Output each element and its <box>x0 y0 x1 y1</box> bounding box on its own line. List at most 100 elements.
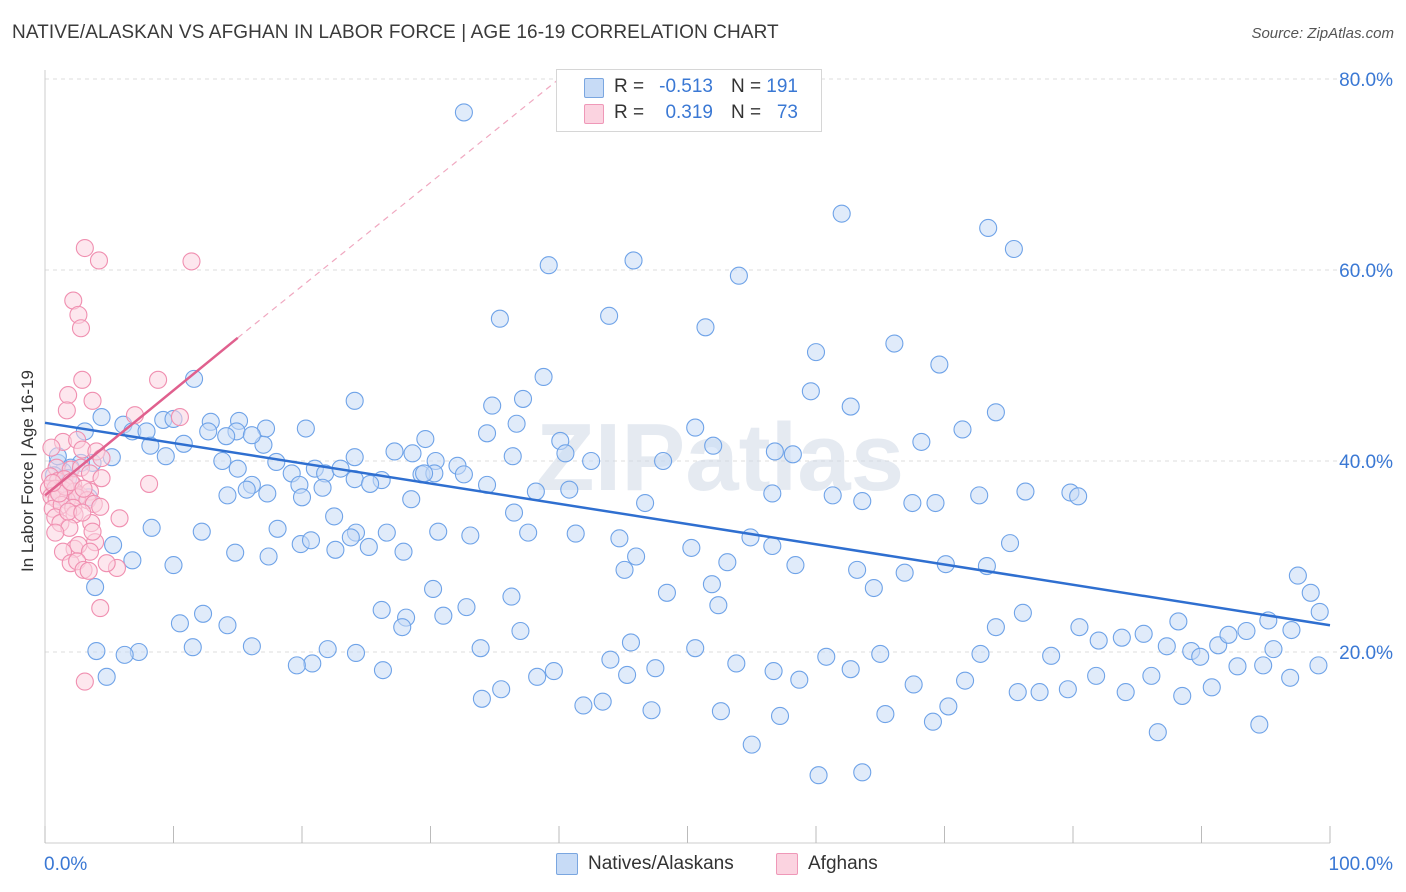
native-point <box>213 451 232 471</box>
afghan-point <box>182 252 201 271</box>
native-point <box>1173 686 1192 705</box>
native-point <box>341 528 360 547</box>
native-point <box>1087 666 1106 685</box>
native-point <box>1142 666 1161 685</box>
native-point <box>457 598 476 617</box>
native-point <box>686 639 705 658</box>
native-point <box>765 442 784 461</box>
native-point <box>817 647 836 666</box>
trend-lines <box>44 78 1331 627</box>
y-tick-label: 60.0% <box>1339 261 1393 282</box>
native-point <box>268 519 287 538</box>
native-point <box>763 484 782 503</box>
native-point <box>115 645 134 664</box>
native-point <box>97 667 116 686</box>
afghan-point <box>57 401 76 420</box>
afghan-point <box>83 391 102 410</box>
n-label: N = <box>731 102 762 123</box>
native-point <box>519 523 538 542</box>
native-point <box>385 442 404 461</box>
native-point <box>1008 683 1027 702</box>
y-axis-label: In Labor Force | Age 16-19 <box>18 370 37 572</box>
native-point <box>194 604 213 623</box>
native-point <box>864 578 883 598</box>
afghans-points <box>39 238 201 691</box>
native-point <box>1282 620 1301 640</box>
native-point <box>885 334 904 353</box>
native-point <box>718 553 737 572</box>
n-value: 73 <box>776 102 798 123</box>
natives-swatch <box>584 78 604 98</box>
native-point <box>871 644 890 663</box>
native-point <box>783 445 802 464</box>
native-point <box>403 444 422 463</box>
native-point <box>511 621 530 641</box>
native-point <box>228 459 247 478</box>
native-point <box>492 680 511 699</box>
native-point <box>377 523 396 542</box>
afghan-point <box>91 599 110 618</box>
native-point <box>582 451 601 471</box>
native-point <box>642 701 661 720</box>
native-point <box>926 493 945 513</box>
native-point <box>742 735 761 754</box>
native-point <box>513 389 533 408</box>
native-point <box>686 418 705 437</box>
native-point <box>218 486 237 505</box>
y-tick-label: 20.0% <box>1339 643 1393 664</box>
afghan-point <box>42 438 61 457</box>
afghan-point <box>79 561 98 580</box>
native-point <box>1169 612 1188 631</box>
afghan-point <box>83 522 102 541</box>
native-point <box>87 641 106 661</box>
native-point <box>192 522 211 541</box>
native-point <box>416 429 435 449</box>
afghan-point <box>73 370 92 389</box>
native-point <box>242 426 261 445</box>
native-point <box>1309 656 1328 675</box>
native-point <box>141 436 160 455</box>
native-point <box>1219 625 1238 644</box>
native-point <box>170 614 189 633</box>
native-point <box>574 696 593 715</box>
native-point <box>1250 715 1269 734</box>
native-point <box>142 518 161 537</box>
native-point <box>1112 628 1131 647</box>
native-point <box>503 447 522 466</box>
y-tick-label: 80.0% <box>1339 70 1393 91</box>
native-point <box>217 427 236 446</box>
native-point <box>415 464 434 483</box>
native-point <box>325 507 344 526</box>
native-point <box>646 659 665 678</box>
afghan-point <box>73 503 92 522</box>
x-tick-label-max: 100.0% <box>1329 854 1394 875</box>
native-point <box>345 391 364 410</box>
native-point <box>326 540 345 559</box>
afghan-point <box>59 386 78 405</box>
native-point <box>1310 602 1329 621</box>
native-point <box>393 618 412 637</box>
native-point <box>472 689 491 708</box>
native-point <box>301 531 321 550</box>
native-point <box>841 660 860 679</box>
native-point <box>1264 640 1283 659</box>
native-point <box>711 702 730 721</box>
native-point <box>729 266 748 285</box>
native-point <box>259 547 278 566</box>
grid-lines <box>45 78 1392 653</box>
native-point <box>123 551 142 570</box>
native-point <box>696 318 715 337</box>
afghans-legend-label: Afghans <box>808 853 878 874</box>
native-point <box>741 528 760 547</box>
native-point <box>600 306 619 325</box>
native-point <box>841 397 860 416</box>
native-point <box>806 343 826 362</box>
native-point <box>345 448 364 467</box>
native-point <box>156 447 175 466</box>
native-point <box>621 633 641 652</box>
native-point <box>296 419 315 438</box>
native-point <box>1000 534 1020 553</box>
native-point <box>1228 657 1247 676</box>
native-point <box>424 579 443 599</box>
n-value: 191 <box>766 76 798 97</box>
